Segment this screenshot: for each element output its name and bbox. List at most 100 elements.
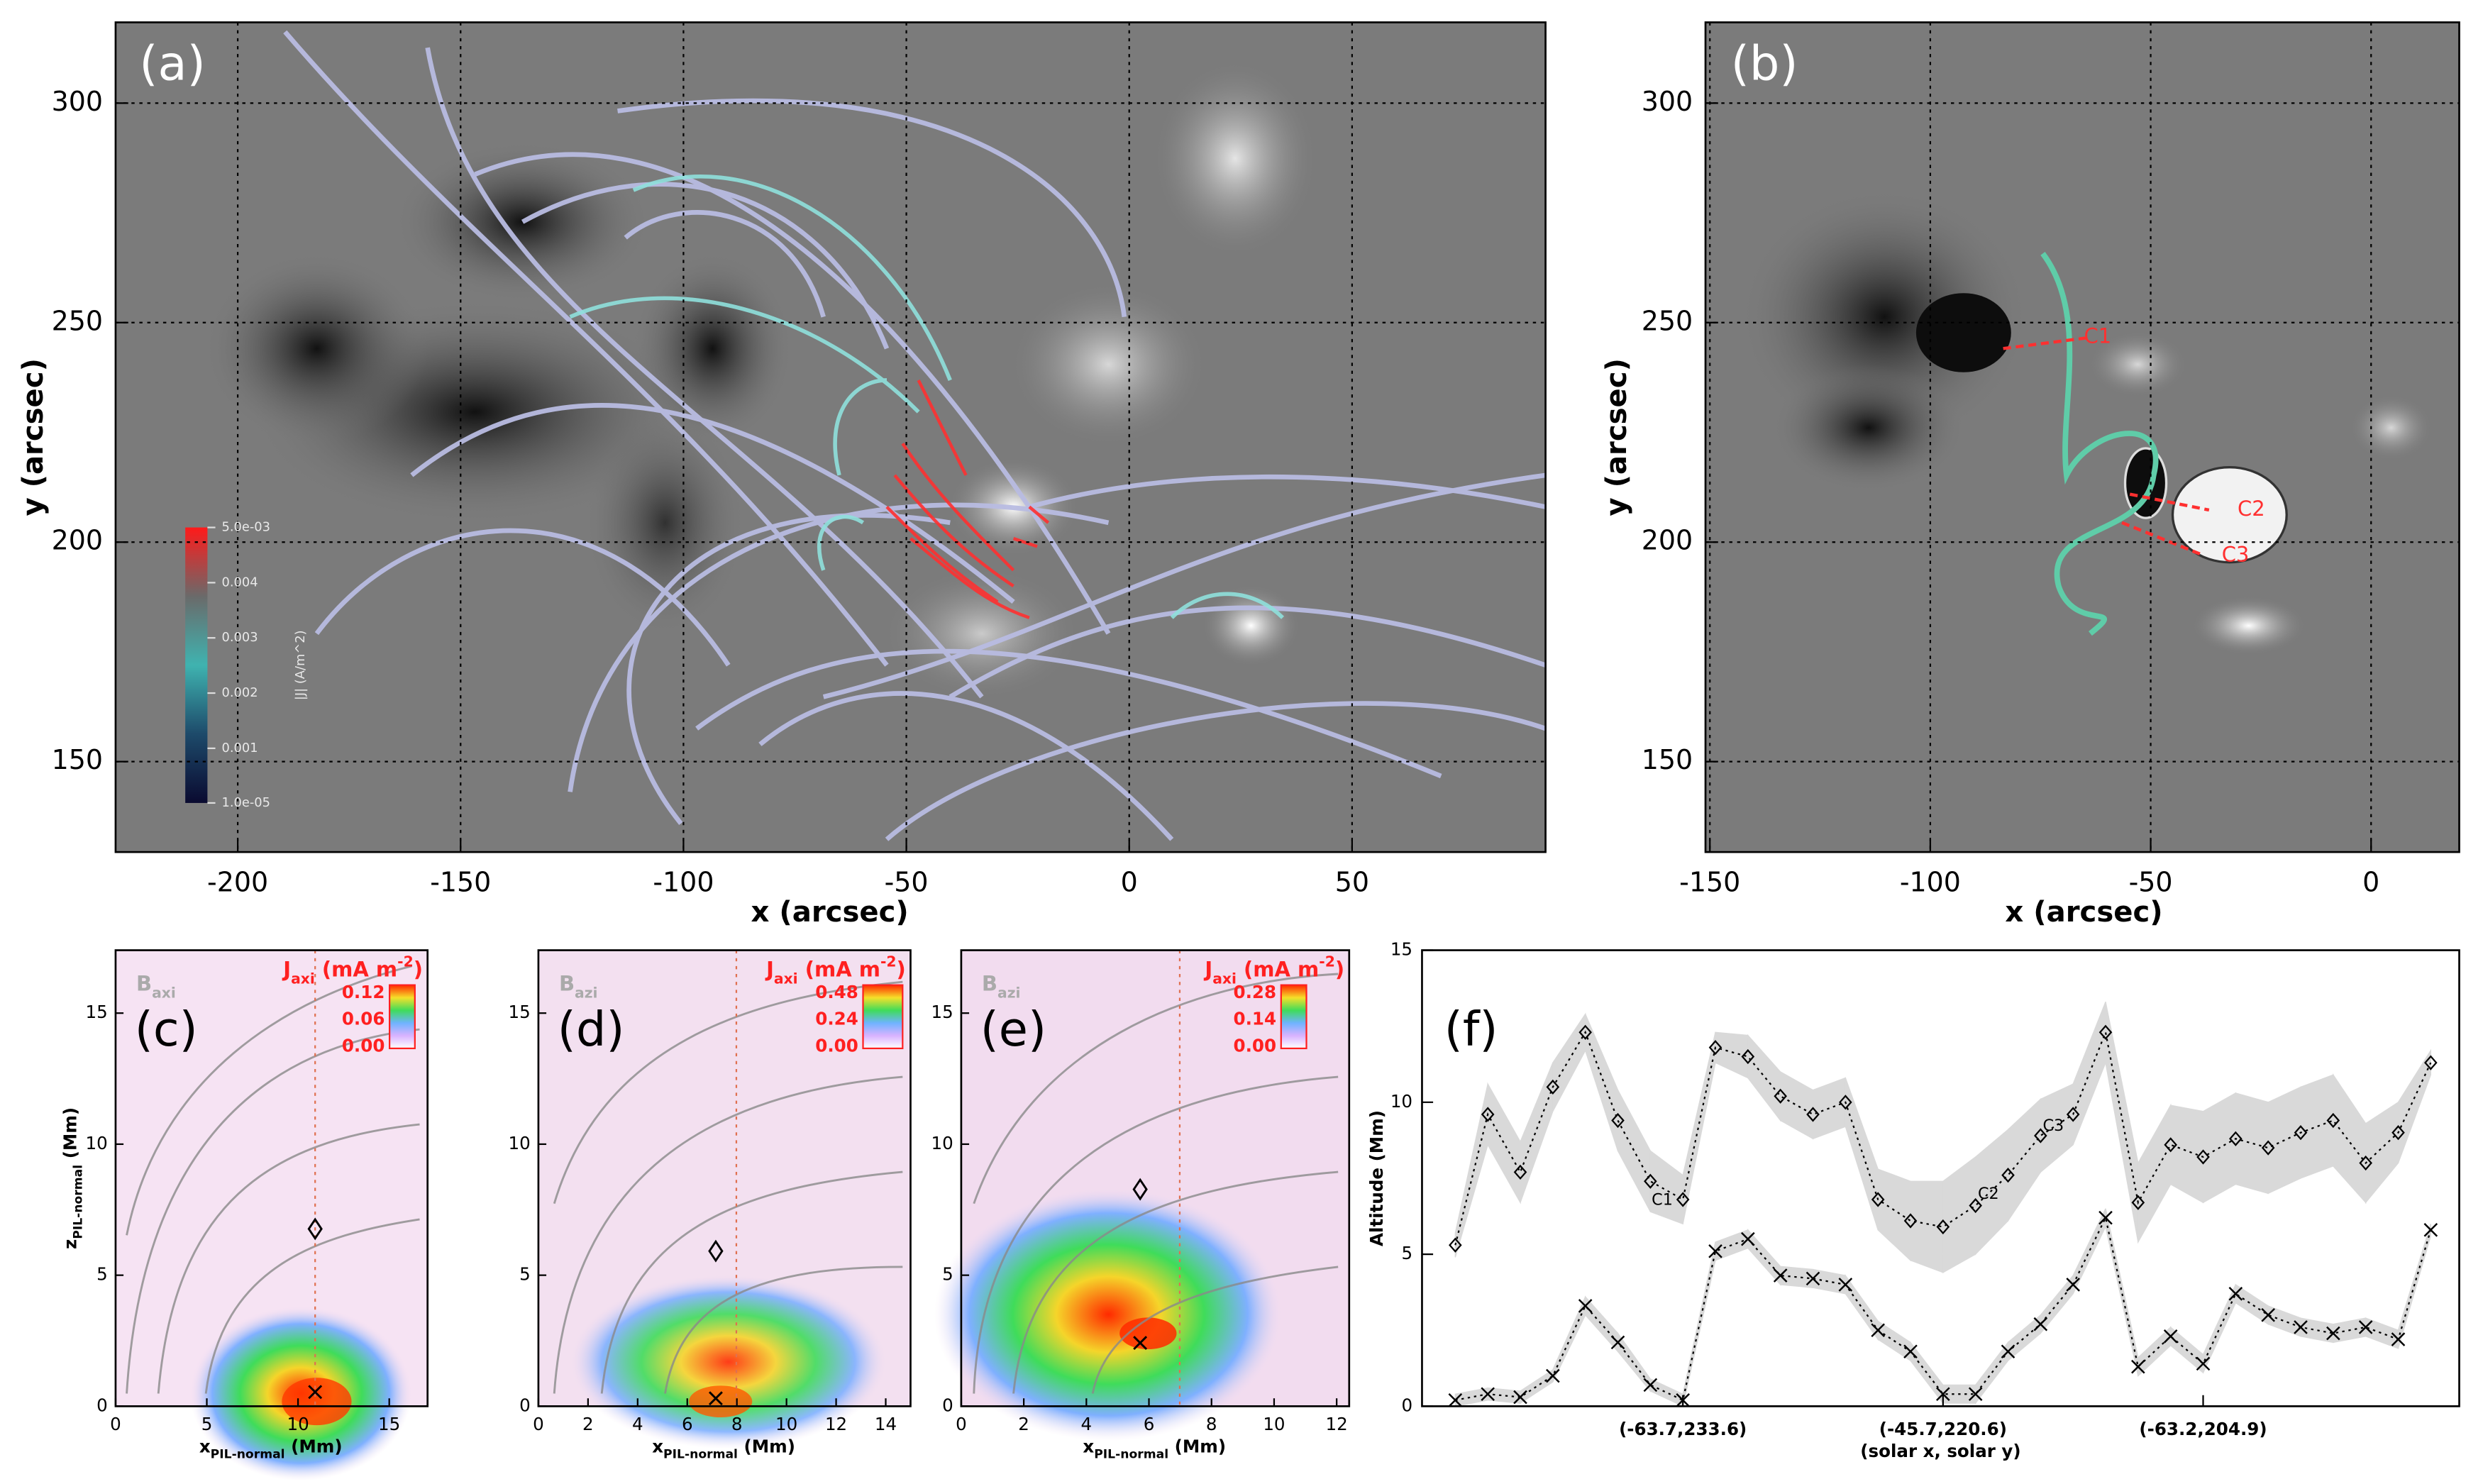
x-marker — [1903, 1344, 1918, 1359]
diamond-marker — [2294, 1125, 2308, 1141]
colorbar-tick-label: 0.00 — [815, 1036, 858, 1056]
diamond-marker — [2424, 1055, 2438, 1070]
y-tick-label: 300 — [52, 86, 103, 117]
colorbar-tick-label: 0.002 — [222, 685, 258, 700]
x-tick-label: -100 — [653, 866, 714, 897]
x-tick-label: 15 — [378, 1414, 400, 1434]
error-band — [1649, 1378, 1683, 1407]
colorbar-title: Jaxi (mA m-2) — [282, 953, 423, 987]
x-marker — [1936, 1387, 1950, 1402]
x-axis-label-part: (Mm) — [285, 1436, 343, 1456]
error-band — [1975, 1341, 2009, 1405]
colorbar-title-part: axi — [774, 970, 798, 987]
x-marker — [2033, 1317, 2048, 1331]
x-axis-label-part: (Mm) — [1168, 1436, 1226, 1456]
diamond-marker — [1449, 1237, 1462, 1253]
y-axis-label: Altitude (Mm) — [1366, 1110, 1387, 1246]
field-label-part: B — [982, 972, 997, 996]
x-tick-label: (-45.7,220.6) — [1879, 1419, 2007, 1439]
x-axis-label: (solar x, solar y) — [1860, 1441, 2020, 1461]
diamond-marker — [2131, 1195, 2145, 1210]
colorbar-tick-label: 1.0e-05 — [222, 795, 271, 810]
x-axis-label-part: PIL-normal — [663, 1447, 738, 1461]
y-tick-label: 10 — [86, 1133, 108, 1153]
diamond-marker — [2261, 1140, 2275, 1156]
diamond-marker — [1903, 1213, 1918, 1229]
x-axis-label-part: PIL-normal — [1094, 1447, 1168, 1461]
panel-label: (c) — [135, 1002, 198, 1057]
field-label-part: B — [559, 972, 575, 996]
x-tick-label: -50 — [885, 866, 929, 897]
x-marker — [1708, 1244, 1722, 1258]
error-band — [1520, 1062, 1554, 1203]
y-tick-label: 5 — [96, 1264, 108, 1285]
y-tick-label: 200 — [52, 525, 103, 556]
error-band — [1682, 1241, 1716, 1407]
y-tick-label: 150 — [52, 744, 103, 775]
x-tick-label: -150 — [430, 866, 491, 897]
annotation: C1 — [2084, 324, 2112, 348]
error-band — [1747, 1034, 1781, 1122]
colorbar-title-part: ) — [897, 958, 906, 982]
error-band — [1649, 1150, 1683, 1225]
plot-frame — [114, 949, 429, 1407]
x-tick-label: 0 — [1121, 866, 1138, 897]
diamond-marker — [1578, 1024, 1592, 1040]
y-tick-label: 5 — [942, 1264, 953, 1285]
y-tick-label: 0 — [519, 1395, 531, 1415]
x-tick-label: 6 — [1144, 1414, 1155, 1434]
colorbar-tick-label: 0.12 — [342, 982, 385, 1002]
diamond-marker — [1611, 1112, 1625, 1129]
x-axis-label-part: (Mm) — [738, 1436, 795, 1456]
x-tick-label: 8 — [731, 1414, 743, 1434]
field-label: Bazi — [559, 972, 598, 1002]
colorbar-tick-label: 0.004 — [222, 575, 258, 589]
y-axis-label: zPIL-normal (Mm) — [60, 1107, 85, 1249]
diamond-marker — [2359, 1155, 2372, 1171]
colorbars — [388, 984, 1307, 1050]
colorbar-title-part: axi — [1212, 970, 1237, 987]
x-marker — [1610, 1335, 1625, 1350]
x-tick-label: -150 — [1679, 866, 1740, 897]
x-tick-label: 8 — [1206, 1414, 1217, 1434]
x-axis-label: xPIL-normal (Mm) — [1083, 1436, 1226, 1461]
y-tick-label: 300 — [1642, 86, 1693, 117]
x-marker — [1741, 1231, 1755, 1246]
diamond-marker — [1936, 1219, 1950, 1235]
x-axis-label: x (arcsec) — [751, 896, 909, 929]
error-band — [2365, 1101, 2399, 1205]
colorbar-a — [185, 527, 208, 803]
diamond-marker — [1708, 1040, 1722, 1056]
series-line — [1454, 1029, 2432, 1246]
x-axis-label-part: PIL-normal — [211, 1447, 285, 1461]
error-band — [2007, 1314, 2042, 1362]
y-tick-label: 10 — [509, 1133, 531, 1153]
annotation: C3 — [2042, 1117, 2064, 1135]
field-label-part: axi — [152, 985, 176, 1002]
diamond-marker — [2326, 1112, 2340, 1129]
error-band — [2235, 1092, 2269, 1195]
error-band — [1942, 1156, 1976, 1273]
error-band — [1845, 1274, 1879, 1341]
diamond-marker — [1839, 1095, 1852, 1110]
x-marker — [2228, 1287, 2243, 1301]
y-axis-label: y (arcsec) — [17, 358, 50, 516]
panel-label: (f) — [1444, 1002, 1498, 1057]
colorbar-title-part: -2 — [397, 953, 414, 970]
x-tick-label: 2 — [582, 1414, 594, 1434]
diamond-marker — [1969, 1197, 1982, 1214]
colorbar-tick-label: 0.003 — [222, 630, 258, 645]
x-axis-label: xPIL-normal (Mm) — [199, 1436, 343, 1461]
x-tick-label: 4 — [632, 1414, 643, 1434]
annotation: C2 — [2238, 497, 2265, 521]
y-tick-label: 15 — [931, 1002, 953, 1022]
x-marker — [2261, 1308, 2275, 1322]
y-tick-label: 0 — [942, 1395, 953, 1415]
current-maps — [115, 950, 1349, 1481]
y-tick-label: 10 — [1390, 1091, 1412, 1112]
x-axis-label-part: x — [199, 1436, 211, 1456]
x-axis-label-part: x (arcsec) — [2005, 896, 2162, 929]
panel-label: (b) — [1731, 36, 1798, 92]
error-band — [2040, 1274, 2074, 1335]
y-tick-label: 15 — [86, 1002, 108, 1022]
